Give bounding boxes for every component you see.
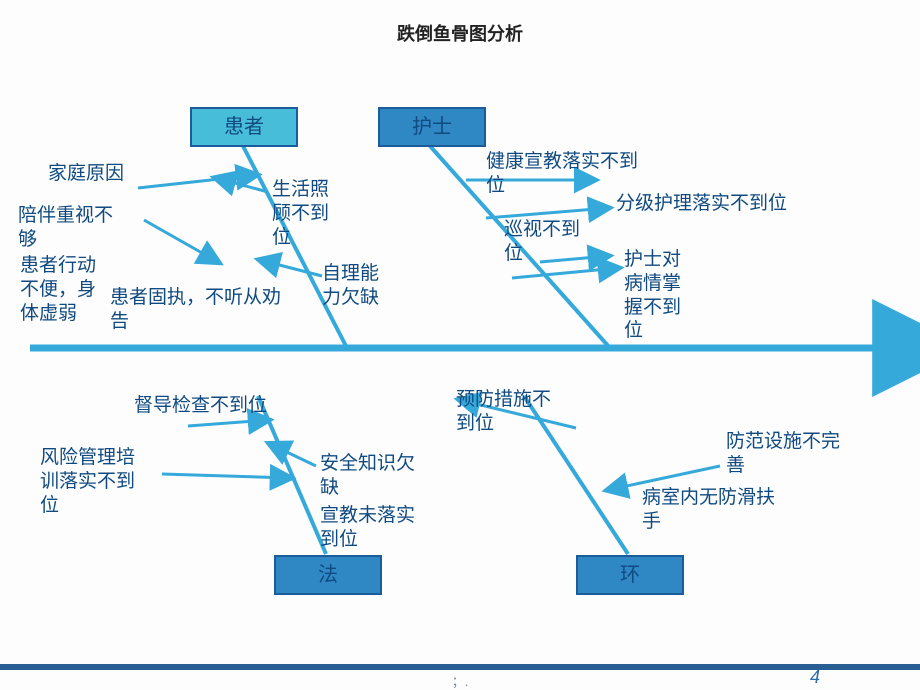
- cause-patient-5: 自理能 力欠缺: [322, 262, 379, 310]
- category-nurse: 护士: [378, 107, 486, 147]
- cause-patient-4: 生活照 顾不到 位: [272, 178, 329, 249]
- category-env: 环: [576, 555, 684, 595]
- cause-patient-0: 家庭原因: [48, 162, 124, 186]
- footer-bar: [0, 664, 920, 670]
- category-patient: 患者: [190, 107, 298, 147]
- cause-env-1: 防范设施不完 善: [726, 430, 840, 478]
- cause-env-0: 预防措施不 到位: [456, 388, 551, 436]
- page-number: 4: [810, 667, 820, 688]
- category-method: 法: [274, 555, 382, 595]
- cause-method-3: 宣教未落实 到位: [320, 504, 415, 552]
- cause-nurse-0: 健康宣教落实不到 位: [486, 150, 638, 198]
- cause-nurse-1: 分级护理落实不到位: [616, 192, 787, 216]
- cause-patient-3: 患者固执，不听从劝 告: [110, 286, 281, 334]
- cause-env-2: 病室内无防滑扶 手: [642, 486, 775, 534]
- fishbone-svg: [0, 0, 920, 690]
- cause-nurse-2: 巡视不到 位: [504, 218, 580, 266]
- cause-method-2: 安全知识欠 缺: [320, 452, 415, 500]
- footer-text: ；.: [0, 671, 920, 690]
- fishbone-slide: 跌倒鱼骨图分析 患者 护士法 环 家庭原因陪伴重视不 够患者行动 不便，身 体虚弱患…: [0, 0, 920, 690]
- slide-title: 跌倒鱼骨图分析: [0, 20, 920, 46]
- cause-patient-2: 患者行动 不便，身 体虚弱: [20, 254, 96, 325]
- cause-patient-1: 陪伴重视不 够: [18, 204, 113, 252]
- cause-method-0: 督导检查不到位: [134, 394, 267, 418]
- cause-nurse-3: 护士对 病情掌 握不到 位: [624, 248, 681, 343]
- cause-method-1: 风险管理培 训落实不到 位: [40, 446, 135, 517]
